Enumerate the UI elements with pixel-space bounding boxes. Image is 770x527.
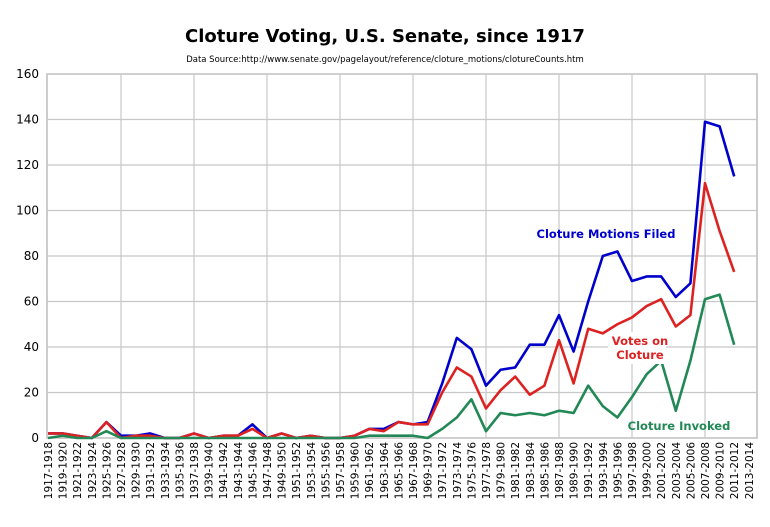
y-tick-label: 100 [16,204,39,218]
y-tick-label: 40 [24,340,39,354]
x-tick-label: 1983-1984 [525,442,537,500]
x-tick-label: 1995-1996 [612,442,624,500]
x-tick-label: 1925-1926 [101,442,113,500]
chart-subtitle: Data Source:http://www.senate.gov/pagela… [186,55,584,65]
x-tick-label: 1919-1920 [58,442,70,499]
series-label-votes-line1: Votes on [612,334,668,348]
x-tick-label: 1997-1998 [627,442,639,499]
x-tick-label: 1937-1938 [189,442,201,499]
y-tick-label: 160 [16,67,39,81]
x-tick-label: 1949-1950 [277,442,289,499]
y-tick-label: 80 [24,249,39,263]
x-tick-label: 1941-1942 [218,442,230,499]
x-tick-label: 1917-1918 [43,442,55,499]
x-tick-label: 1961-1962 [364,442,376,499]
y-tick-label: 120 [16,158,39,172]
x-tick-label: 1929-1930 [131,442,143,499]
x-tick-label: 1963-1964 [379,442,391,500]
x-tick-label: 1939-1940 [204,442,216,499]
x-tick-label: 1935-1936 [174,442,186,500]
x-tick-label: 1999-2000 [642,442,654,499]
x-tick-label: 2011-2012 [729,442,741,499]
x-tick-label: 1967-1968 [408,442,420,499]
x-tick-label: 1979-1980 [496,442,508,499]
x-tick-label: 2013-2014 [744,442,756,500]
x-tick-label: 1923-1924 [87,442,99,500]
x-tick-label: 1991-1992 [583,442,595,499]
x-tick-label: 2007-2008 [700,442,712,499]
x-tick-label: 2009-2010 [715,442,727,499]
series-label-votes-line2: Cloture [616,348,664,362]
x-tick-label: 1987-1988 [554,442,566,499]
x-tick-label: 1921-1922 [72,442,84,499]
series-line-2 [47,293,736,440]
chart-title: Cloture Voting, U.S. Senate, since 1917 [185,26,585,47]
series-label-invoked: Cloture Invoked [628,419,731,433]
x-tick-label: 1943-1944 [233,442,245,500]
x-tick-label: 1975-1976 [466,442,478,500]
x-tick-label: 1947-1948 [262,442,274,499]
x-tick-label: 1953-1954 [306,442,318,500]
x-tick-label: 1957-1958 [335,442,347,499]
x-tick-label: 1959-1960 [350,442,362,499]
x-tick-label: 1989-1990 [569,442,581,499]
x-tick-label: 2003-2004 [671,442,683,500]
x-tick-label: 1951-1952 [291,442,303,499]
x-tick-label: 1927-1928 [116,442,128,499]
x-tick-label: 1969-1970 [423,442,435,499]
x-tick-label: 1993-1994 [598,442,610,500]
x-tick-label: 2005-2006 [685,442,697,500]
x-tick-label: 1965-1966 [393,442,405,500]
y-tick-label: 60 [24,295,39,309]
x-tick-label: 1945-1946 [247,442,259,500]
series-label-votes: Votes on Cloture [608,332,668,364]
x-tick-label: 1955-1956 [320,442,332,500]
x-tick-label: 1981-1982 [510,442,522,499]
series-label-filed: Cloture Motions Filed [537,227,676,241]
y-tick-label: 140 [16,113,39,127]
x-tick-label: 1933-1934 [160,442,172,500]
x-tick-label: 1971-1972 [437,442,449,499]
y-tick-label: 0 [31,431,39,445]
x-tick-label: 1977-1978 [481,442,493,499]
x-tick-label: 1985-1986 [539,442,551,500]
x-tick-label: 1973-1974 [452,442,464,500]
series-line-0 [48,120,736,440]
x-tick-label: 1931-1932 [145,442,157,499]
y-tick-label: 20 [24,386,39,400]
x-tick-label: 2001-2002 [656,442,668,499]
